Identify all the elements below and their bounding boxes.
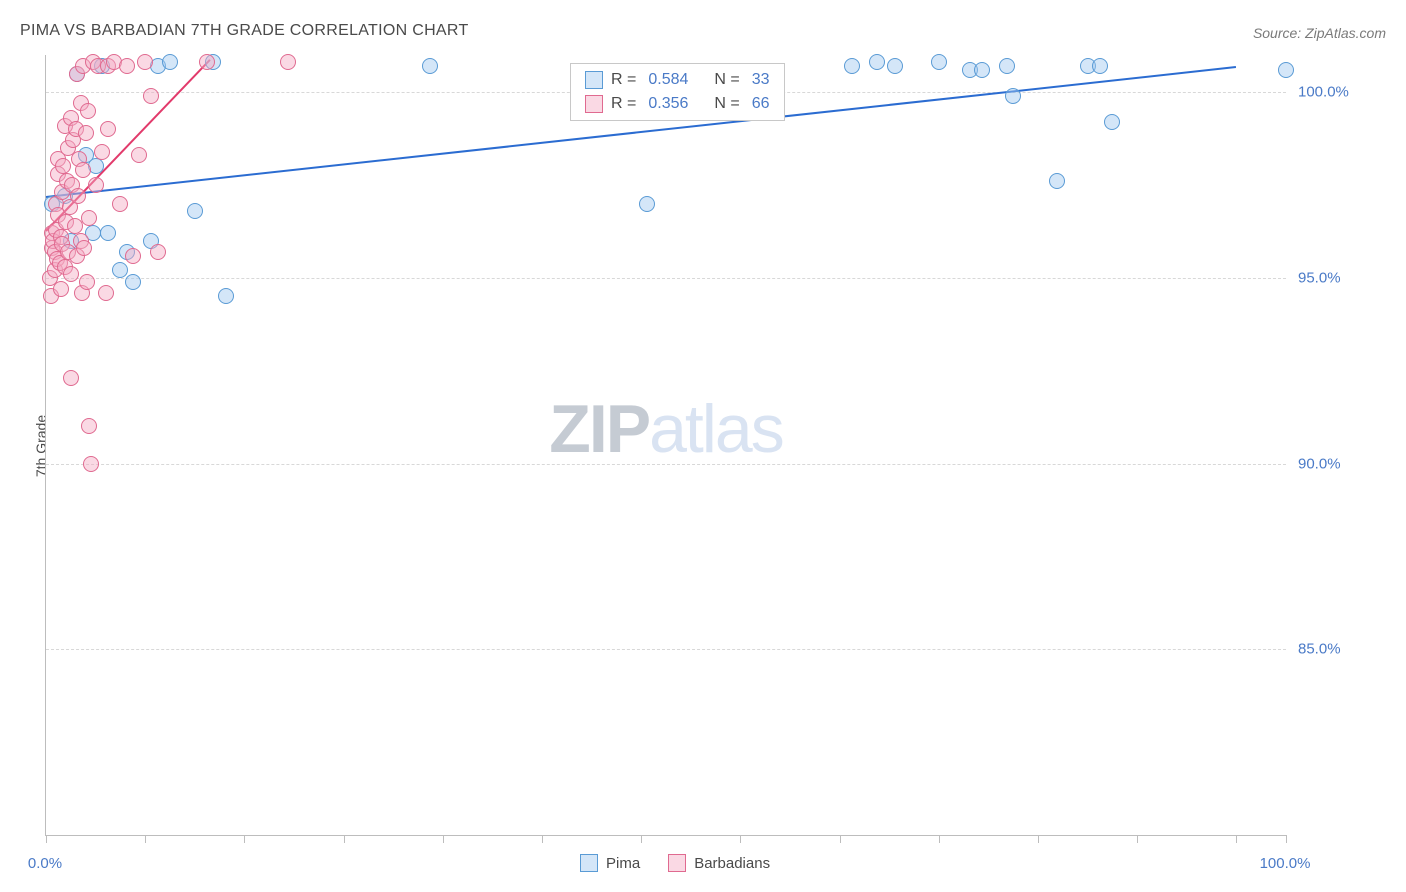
legend-stats-row: R = 0.584 N = 33: [571, 68, 784, 92]
scatter-point: [1278, 62, 1294, 78]
scatter-point: [119, 58, 135, 74]
x-tick-label: 100.0%: [1260, 855, 1311, 872]
x-tick-label: 0.0%: [28, 855, 62, 872]
y-tick-label: 90.0%: [1298, 455, 1341, 472]
scatter-point: [1092, 58, 1108, 74]
scatter-point: [218, 288, 234, 304]
scatter-point: [131, 147, 147, 163]
scatter-point: [125, 248, 141, 264]
gridline: [46, 464, 1286, 465]
plot-area: ZIPatlas: [45, 55, 1286, 836]
scatter-point: [100, 121, 116, 137]
scatter-point: [76, 240, 92, 256]
scatter-point: [162, 54, 178, 70]
x-tick: [740, 835, 741, 843]
scatter-point: [199, 54, 215, 70]
scatter-point: [1049, 173, 1065, 189]
x-tick: [1286, 835, 1287, 843]
stat-n-value: 66: [752, 95, 770, 113]
x-tick: [244, 835, 245, 843]
x-tick: [344, 835, 345, 843]
scatter-point: [280, 54, 296, 70]
scatter-point: [143, 88, 159, 104]
scatter-point: [63, 370, 79, 386]
scatter-point: [98, 285, 114, 301]
scatter-point: [81, 418, 97, 434]
x-tick: [939, 835, 940, 843]
stat-n-label: N =: [714, 71, 739, 89]
x-tick: [1236, 835, 1237, 843]
scatter-point: [80, 103, 96, 119]
legend-stats: R = 0.584 N = 33 R = 0.356 N = 66: [570, 63, 785, 121]
scatter-point: [999, 58, 1015, 74]
scatter-point: [70, 188, 86, 204]
watermark-light: atlas: [649, 391, 783, 467]
scatter-point: [55, 158, 71, 174]
scatter-point: [187, 203, 203, 219]
y-tick-label: 100.0%: [1298, 84, 1349, 101]
scatter-point: [1104, 114, 1120, 130]
scatter-point: [83, 456, 99, 472]
scatter-point: [639, 196, 655, 212]
x-tick: [840, 835, 841, 843]
scatter-point: [94, 144, 110, 160]
stat-n-value: 33: [752, 71, 770, 89]
stat-r-label: R =: [611, 95, 636, 113]
legend-series: Pima Barbadians: [580, 854, 770, 872]
scatter-point: [422, 58, 438, 74]
legend-swatch: [668, 854, 686, 872]
scatter-point: [53, 281, 69, 297]
legend-swatch: [585, 95, 603, 113]
x-tick: [1038, 835, 1039, 843]
chart-title: PIMA VS BARBADIAN 7TH GRADE CORRELATION …: [20, 22, 469, 40]
scatter-point: [869, 54, 885, 70]
x-tick: [443, 835, 444, 843]
legend-swatch: [585, 71, 603, 89]
scatter-point: [931, 54, 947, 70]
gridline: [46, 278, 1286, 279]
watermark-bold: ZIP: [549, 391, 649, 467]
stat-n-label: N =: [714, 95, 739, 113]
scatter-point: [81, 210, 97, 226]
scatter-point: [137, 54, 153, 70]
legend-series-item: Barbadians: [668, 854, 770, 872]
stat-r-label: R =: [611, 71, 636, 89]
x-tick: [46, 835, 47, 843]
legend-swatch: [580, 854, 598, 872]
legend-series-item: Pima: [580, 854, 640, 872]
scatter-point: [150, 244, 166, 260]
scatter-point: [63, 266, 79, 282]
scatter-point: [88, 177, 104, 193]
legend-stats-row: R = 0.356 N = 66: [571, 92, 784, 116]
x-tick: [641, 835, 642, 843]
scatter-point: [1005, 88, 1021, 104]
scatter-point: [974, 62, 990, 78]
scatter-point: [75, 162, 91, 178]
gridline: [46, 649, 1286, 650]
scatter-point: [100, 225, 116, 241]
scatter-point: [79, 274, 95, 290]
x-tick: [542, 835, 543, 843]
x-tick: [1137, 835, 1138, 843]
stat-r-value: 0.356: [648, 95, 688, 113]
source-attribution: Source: ZipAtlas.com: [1253, 25, 1386, 41]
legend-series-label: Pima: [606, 855, 640, 872]
x-tick: [145, 835, 146, 843]
scatter-point: [844, 58, 860, 74]
y-tick-label: 85.0%: [1298, 641, 1341, 658]
stat-r-value: 0.584: [648, 71, 688, 89]
watermark: ZIPatlas: [549, 390, 782, 468]
scatter-point: [112, 196, 128, 212]
legend-series-label: Barbadians: [694, 855, 770, 872]
scatter-point: [887, 58, 903, 74]
scatter-point: [67, 218, 83, 234]
scatter-point: [78, 125, 94, 141]
y-tick-label: 95.0%: [1298, 269, 1341, 286]
scatter-point: [125, 274, 141, 290]
